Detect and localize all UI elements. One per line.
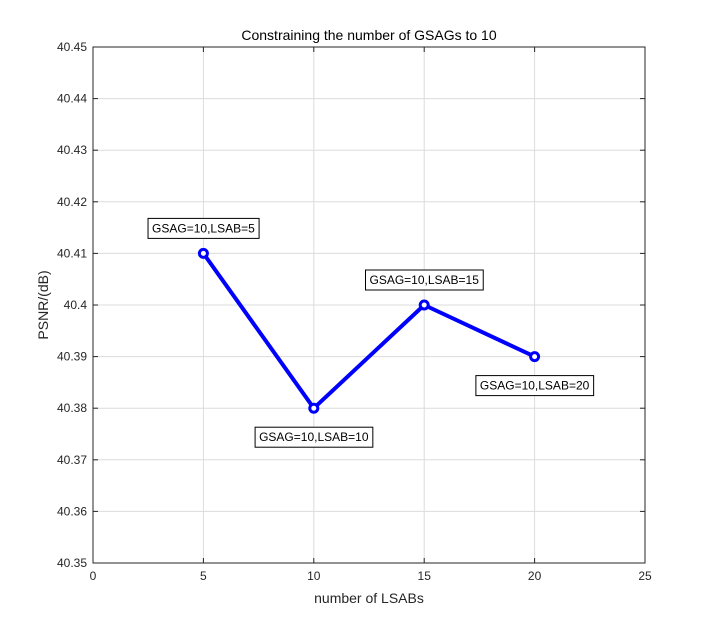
annotation-label: GSAG=10,LSAB=10 xyxy=(259,430,369,444)
annotation-label: GSAG=10,LSAB=5 xyxy=(152,221,255,235)
data-point xyxy=(197,247,209,259)
x-tick-label: 15 xyxy=(418,569,432,583)
x-tick-label: 25 xyxy=(638,569,652,583)
annotation-frame xyxy=(364,269,484,291)
y-tick-label: 40.44 xyxy=(57,92,87,106)
x-tick-label: 20 xyxy=(528,569,542,583)
axis-ticks: 0 5 10 15 20 2540.3540.3640.3740.3840.3940.44… xyxy=(57,40,652,583)
y-tick-label: 40.37 xyxy=(57,453,87,467)
data-point xyxy=(418,299,430,311)
data-point xyxy=(529,351,541,363)
y-tick-label: 40.45 xyxy=(57,40,87,54)
y-tick-label: 40.38 xyxy=(57,401,87,415)
y-axis-label: PSNR/(dB) xyxy=(35,270,51,339)
data-annotations: GSAG=10,LSAB=5 GSAG=10,LSAB=10 GSAG=10,LSA… xyxy=(147,217,595,448)
annotation-box: GSAG=10,LSAB=15 xyxy=(364,269,484,291)
data-point xyxy=(308,402,320,414)
annotation-box: GSAG=10,LSAB=20 xyxy=(475,375,595,397)
annotation-frame xyxy=(475,375,595,397)
y-tick-label: 40.36 xyxy=(57,504,87,518)
y-tick-label: 40.43 xyxy=(57,143,87,157)
annotation-label: GSAG=10,LSAB=20 xyxy=(480,379,590,393)
data-series xyxy=(197,247,541,414)
y-tick-label: 40.4 xyxy=(64,298,88,312)
annotation-box: GSAG=10,LSAB=5 xyxy=(147,217,260,239)
x-tick-label: 0 xyxy=(90,569,97,583)
chart-title: Constraining the number of GSAGs to 10 xyxy=(241,27,496,43)
y-tick-label: 40.41 xyxy=(57,246,87,260)
annotation-frame xyxy=(254,426,374,448)
series-line xyxy=(201,252,536,411)
y-tick-label: 40.35 xyxy=(57,556,87,570)
x-tick-label: 10 xyxy=(307,569,321,583)
annotation-label: GSAG=10,LSAB=15 xyxy=(369,273,479,287)
annotation-box: GSAG=10,LSAB=10 xyxy=(254,426,374,448)
annotation-frame xyxy=(147,217,260,239)
y-tick-label: 40.42 xyxy=(57,195,87,209)
y-tick-label: 40.39 xyxy=(57,350,87,364)
x-axis-label: number of LSABs xyxy=(314,590,424,606)
x-tick-label: 5 xyxy=(200,569,207,583)
